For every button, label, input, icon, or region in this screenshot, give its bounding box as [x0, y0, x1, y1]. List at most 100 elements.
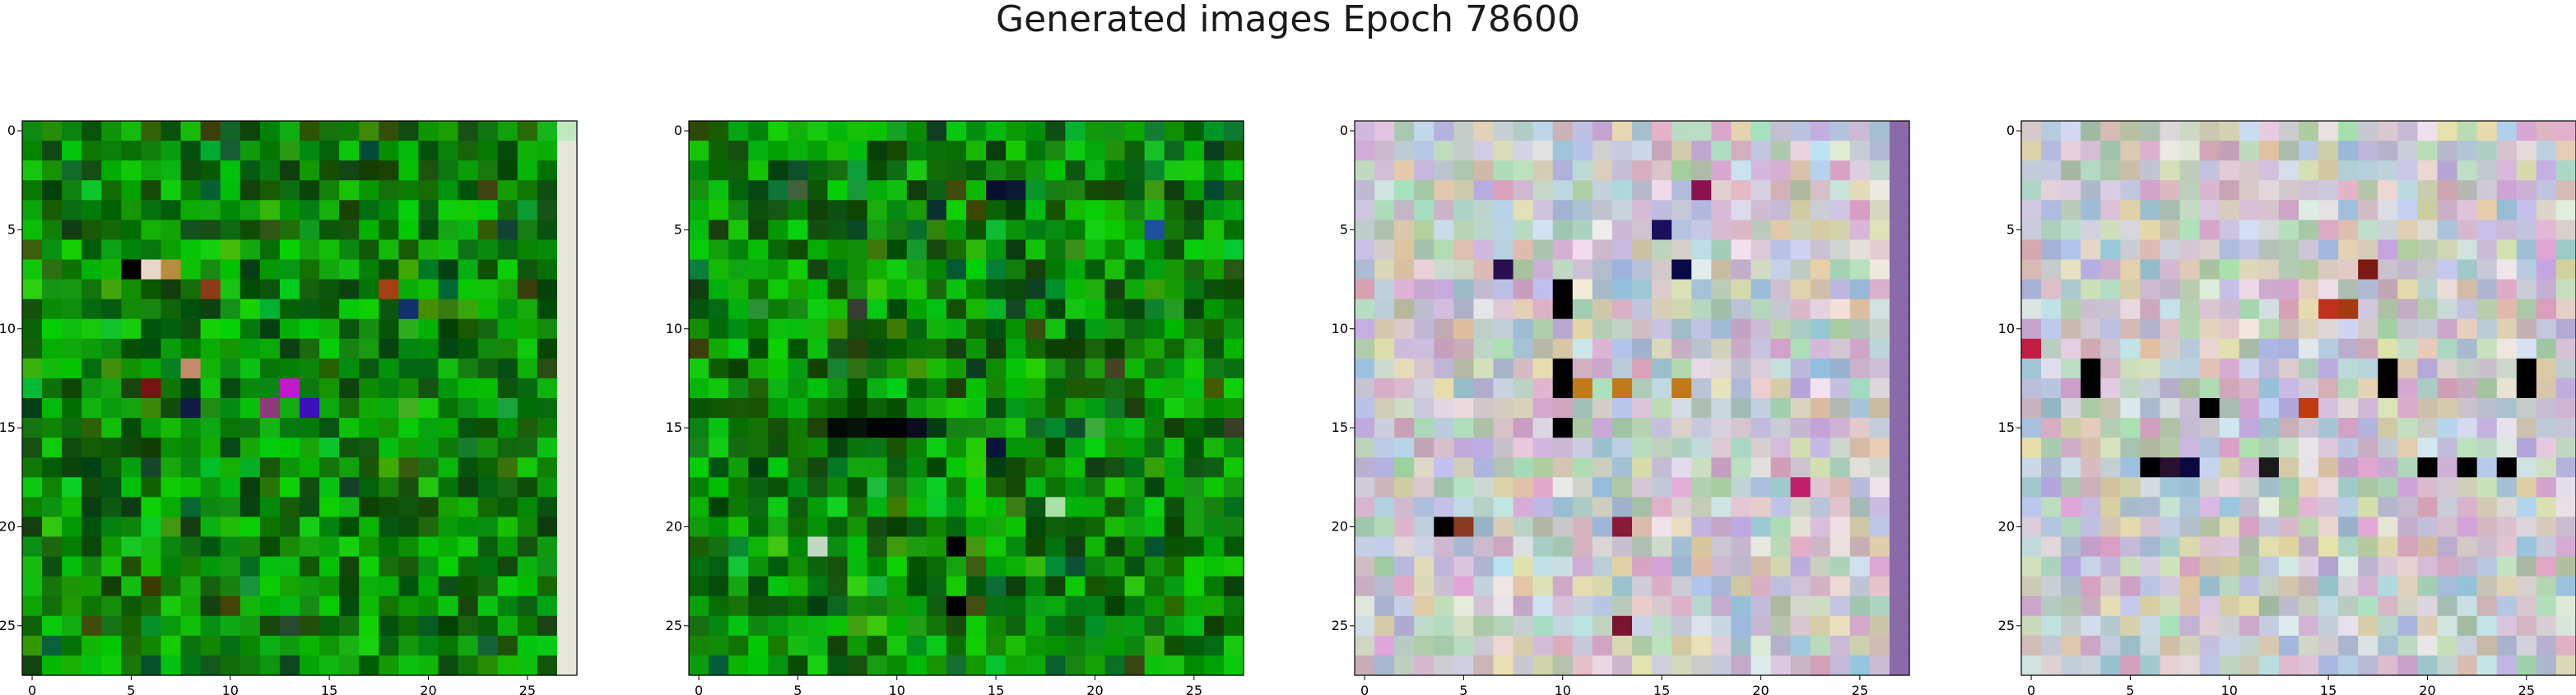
pixel-cell	[1374, 635, 1395, 656]
pixel-cell	[886, 418, 908, 438]
pixel-cell	[2496, 497, 2518, 518]
pixel-cell	[2061, 576, 2081, 597]
pixel-cell	[1223, 279, 1244, 300]
pixel-cell	[121, 160, 142, 181]
pixel-cell	[556, 418, 578, 438]
pixel-cell	[1374, 457, 1395, 478]
pixel-cell	[141, 438, 162, 458]
pixel-cell	[2140, 338, 2161, 359]
pixel-cell	[1711, 635, 1732, 656]
pixel-cell	[986, 477, 1007, 498]
pixel-cell	[180, 556, 202, 577]
pixel-cell	[709, 220, 729, 241]
pixel-cell	[1691, 338, 1712, 359]
pixel-cell	[788, 497, 809, 518]
pixel-cell	[1751, 655, 1772, 676]
pixel-cell	[2179, 418, 2201, 438]
pixel-cell	[2199, 398, 2220, 419]
pixel-cell	[1104, 418, 1126, 438]
pixel-cell	[1025, 398, 1046, 419]
pixel-cell	[1006, 121, 1026, 141]
pixel-cell	[1104, 615, 1126, 637]
pixel-cell	[1849, 615, 1871, 637]
pixel-cell	[2496, 517, 2518, 538]
pixel-cell	[1434, 576, 1454, 597]
pixel-cell	[1731, 239, 1752, 261]
pixel-cell	[2318, 497, 2339, 518]
pixel-cell	[1144, 160, 1165, 181]
pixel-cell	[1611, 398, 1633, 419]
pixel-cell	[1025, 615, 1046, 637]
pixel-cell	[2378, 318, 2398, 340]
pixel-cell	[279, 517, 300, 538]
pixel-cell	[2516, 141, 2537, 161]
pixel-cell	[2278, 517, 2299, 538]
pixel-cell	[458, 338, 479, 359]
pixel-cell	[2021, 279, 2042, 300]
pixel-cell	[748, 517, 769, 538]
pixel-cell	[2179, 517, 2201, 538]
pixel-cell	[1104, 438, 1126, 458]
pixel-cell	[2457, 239, 2478, 261]
pixel-cell	[418, 279, 439, 300]
pixel-cell	[418, 358, 439, 379]
pixel-cell	[1223, 536, 1244, 558]
pixel-cell	[768, 318, 788, 340]
pixel-cell	[1164, 438, 1185, 458]
pixel-cell	[2437, 180, 2458, 201]
pixel-cell	[827, 595, 849, 617]
pixel-cell	[1770, 457, 1792, 478]
pixel-cell	[1830, 338, 1851, 359]
pixel-cell	[748, 338, 769, 359]
pixel-cell	[1203, 318, 1225, 340]
pixel-cell	[2140, 418, 2161, 438]
pixel-cell	[1830, 220, 1851, 241]
pixel-cell	[1473, 141, 1495, 161]
pixel-cell	[2258, 477, 2280, 498]
pixel-cell	[141, 576, 162, 597]
pixel-cell	[1124, 279, 1146, 300]
pixel-cell	[2457, 655, 2478, 676]
pixel-cell	[2437, 477, 2458, 498]
pixel-cell	[220, 576, 241, 597]
pixel-cell	[121, 615, 142, 637]
y-tick-label: 15	[1332, 419, 1348, 435]
pixel-cell	[517, 497, 538, 518]
pixel-cell	[1731, 358, 1752, 379]
pixel-cell	[2219, 595, 2240, 617]
pixel-cell	[359, 318, 379, 340]
pixel-cell	[537, 438, 558, 458]
pixel-cell	[709, 655, 729, 676]
pixel-cell	[418, 517, 439, 538]
pixel-cell	[200, 457, 221, 478]
pixel-cell	[1652, 160, 1672, 181]
pixel-cell	[1889, 556, 1910, 577]
pixel-cell	[689, 338, 709, 359]
pixel-cell	[1632, 220, 1653, 241]
pixel-cell	[1203, 635, 1225, 656]
pixel-cell	[556, 378, 578, 399]
pixel-cell	[141, 615, 162, 637]
pixel-cell	[886, 141, 908, 161]
pixel-cell	[359, 477, 379, 498]
pixel-cell	[2318, 160, 2339, 181]
pixel-cell	[1711, 220, 1732, 241]
pixel-cell	[2397, 141, 2419, 161]
pixel-cell	[418, 220, 439, 241]
pixel-cell	[1869, 180, 1890, 201]
pixel-cell	[2258, 200, 2280, 220]
pixel-cell	[379, 259, 399, 280]
pixel-cell	[886, 595, 908, 617]
pixel-cell	[2358, 536, 2378, 558]
pixel-cell	[1065, 635, 1086, 656]
pixel-cell	[259, 418, 281, 438]
pixel-cell	[2555, 655, 2576, 676]
pixel-cell	[2555, 438, 2576, 458]
pixel-cell	[339, 121, 360, 141]
pixel-cell	[2397, 536, 2419, 558]
pixel-cell	[1144, 517, 1165, 538]
pixel-cell	[1085, 318, 1106, 340]
pixel-cell	[121, 239, 142, 261]
pixel-cell	[2555, 418, 2576, 438]
pixel-cell	[2179, 160, 2201, 181]
